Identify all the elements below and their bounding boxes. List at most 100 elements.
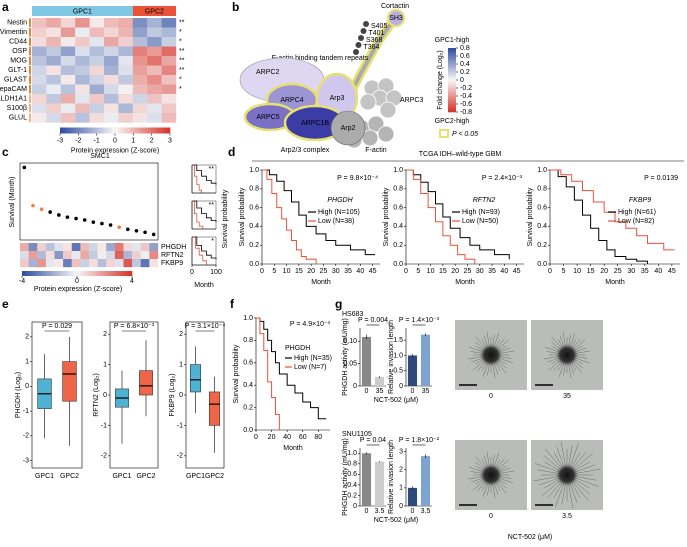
colorbar-step (142, 127, 146, 134)
heatmap-cell (37, 243, 47, 252)
colorbar-step (38, 271, 42, 276)
tick-label: 25 (614, 268, 622, 275)
photo-label: 35 (563, 393, 571, 400)
tick-label: -1 (23, 408, 29, 415)
heatmap-cell (89, 18, 105, 28)
colorbar-step (76, 127, 80, 134)
chart-title: TCGA IDH–wild-type GBM (419, 151, 502, 158)
tick-label: 1.0 (393, 167, 403, 174)
colorbar-step (95, 127, 99, 134)
tick-label: 0.4 (249, 223, 259, 230)
colorbar-step (41, 271, 45, 276)
y-axis-label: RFTN2 (Log₂) (93, 373, 100, 417)
x-tick-label: 3.5 (375, 508, 385, 515)
colorbar-step (448, 108, 456, 111)
tick-label: -2 (101, 453, 107, 460)
tick-label: 100 (210, 269, 222, 276)
heatmap-cell (89, 84, 105, 95)
tick-label: 2 (150, 137, 154, 144)
colorbar-step (112, 271, 116, 276)
row-marker (29, 66, 31, 75)
row-label: CD44 (9, 39, 27, 46)
protein-label: ARPC1B (301, 120, 329, 127)
legend-label: High (N=93) (462, 209, 500, 216)
tick-label: 45 (513, 268, 521, 275)
colorbar-step (66, 271, 70, 276)
colorbar-step (77, 271, 81, 276)
heatmap-cell (28, 243, 38, 252)
row-marker (29, 75, 31, 84)
colorbar-step (87, 127, 91, 134)
heatmap-cell (45, 259, 55, 268)
heatmap-cell (75, 103, 90, 114)
significance: ** (179, 48, 185, 55)
colorbar-step (448, 60, 456, 63)
heatmap-cell (32, 84, 47, 95)
axis-label: Month (311, 279, 331, 286)
heatmap-cell (89, 75, 105, 85)
colorbar-step (79, 271, 83, 276)
phospho-site (358, 35, 364, 41)
heatmap-cell (104, 27, 119, 38)
colorbar-step (98, 127, 102, 134)
tick-label: 20 (600, 268, 608, 275)
survival-curve (192, 164, 202, 193)
colorbar-step (159, 127, 163, 134)
heatmap-cell (132, 113, 148, 123)
heatmap-cell (32, 103, 47, 114)
row-marker (29, 18, 31, 27)
heatmap-cell (123, 259, 133, 268)
heatmap-cell (89, 251, 98, 260)
tick-label: 0 (548, 268, 552, 275)
panel-label: a (2, 0, 9, 14)
p-value: P = 9.8×10⁻⁴ (337, 175, 378, 182)
colorbar-step (448, 52, 456, 55)
protein-label: Arp3 (330, 95, 345, 102)
heatmap-cell (118, 84, 133, 95)
tick-label: 0.8 (347, 461, 357, 468)
tick-label: 0.2 (460, 69, 470, 76)
colorbar-step (57, 271, 61, 276)
domain-label: SH3 (389, 15, 403, 22)
panel-label: b (232, 0, 239, 14)
group-label: GPC2 (145, 8, 164, 15)
heatmap-cell (132, 27, 148, 38)
colorbar-step (74, 271, 78, 276)
heatmap-cell (106, 243, 116, 252)
significance: ** (209, 166, 215, 173)
heatmap-cell (60, 65, 76, 76)
spheroid (479, 343, 503, 367)
bar (361, 453, 372, 506)
heatmap-cell (46, 84, 61, 95)
tick-label: 40 (283, 434, 291, 441)
tick-label: 1.0 (249, 167, 259, 174)
row-marker (29, 37, 31, 46)
heatmap-cell (75, 18, 90, 28)
plot-frame (191, 164, 217, 194)
heatmap-cell (132, 94, 148, 104)
panel-label: c (2, 145, 9, 159)
photo-label: 0 (489, 513, 493, 520)
tick-label: -2 (75, 137, 81, 144)
colorbar-step (109, 127, 113, 134)
gene-label: PHGDH (285, 345, 310, 352)
heatmap-cell (161, 75, 177, 85)
legend-label: High (N=105) (318, 209, 360, 216)
colorbar-step (448, 94, 456, 97)
colorbar-step (448, 92, 456, 95)
legend-label: P < 0.05 (452, 131, 478, 138)
p-value: P = 4.9×10⁻³ (290, 321, 331, 328)
bar (407, 355, 418, 386)
y-axis-label: PHGDH activity (mU/mg) (342, 318, 349, 396)
scatter-point (22, 165, 27, 170)
chart-title: SMC1 (90, 153, 110, 160)
arpc3-subunit (359, 93, 377, 111)
axis-label: NCT-502 (μM) (508, 534, 552, 541)
heatmap-cell (89, 46, 105, 57)
tick-label: 35 (641, 268, 649, 275)
heatmap-cell (20, 243, 29, 252)
photo-label: 3.5 (562, 513, 572, 520)
tick-label: 0.0 (243, 427, 253, 434)
site-label: T364 (364, 44, 380, 51)
colorbar-step (46, 271, 50, 276)
